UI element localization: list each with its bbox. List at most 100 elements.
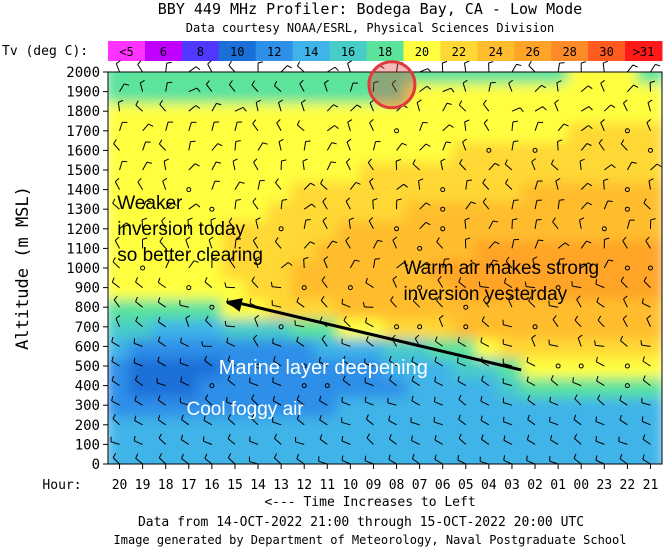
wind-barb-shaft xyxy=(226,401,236,406)
colorbar-tick-label: >31 xyxy=(633,45,655,59)
wind-barb-shaft xyxy=(111,341,120,347)
wind-barb-shaft xyxy=(274,241,282,249)
wind-barb-flag xyxy=(457,376,460,382)
heatmap-cell xyxy=(108,334,134,359)
calm-wind-marker xyxy=(624,187,630,193)
wind-barb-shaft xyxy=(303,241,311,249)
y-tick-label: 400 xyxy=(75,379,100,395)
wind-barb-flag xyxy=(595,416,597,422)
wind-barb-shaft xyxy=(249,461,259,465)
calm-wind-marker xyxy=(394,226,400,232)
heatmap-cell xyxy=(108,275,134,300)
colorbar-swatch xyxy=(255,41,294,61)
heatmap-cell xyxy=(359,452,387,464)
wind-barb-flag xyxy=(531,334,536,339)
wind-barb-shaft xyxy=(142,123,149,132)
annotations: Weaker inversion today so better clearing W… xyxy=(117,60,599,420)
wind-barb-flag xyxy=(254,315,260,319)
wind-barb-shaft xyxy=(226,342,236,347)
wind-barb-shaft xyxy=(296,458,305,465)
wind-barb-shaft xyxy=(459,163,467,171)
wind-barb-shaft xyxy=(396,183,405,191)
wind-barb-shaft xyxy=(119,83,125,92)
wind-barb-shaft xyxy=(297,124,305,132)
heatmap-cell xyxy=(244,99,272,123)
wind-barb-flag xyxy=(228,60,232,66)
heatmap-cell xyxy=(313,217,341,241)
wind-barb-flag xyxy=(446,102,452,105)
heatmap-cell xyxy=(567,295,595,319)
wind-barb-shaft xyxy=(648,180,651,190)
wind-barb-flag xyxy=(494,162,500,167)
heatmap-cell xyxy=(108,72,134,84)
x-tick-label: 19 xyxy=(135,478,151,493)
wind-barb-shaft xyxy=(165,121,169,131)
wind-barb-shaft xyxy=(343,320,351,328)
wind-barb-flag xyxy=(643,276,647,282)
wind-barb-shaft xyxy=(228,221,236,230)
wind-barb-shaft xyxy=(481,379,490,387)
wind-barb-shaft xyxy=(580,143,588,151)
x-tick-label: 08 xyxy=(389,478,405,493)
wind-barb-shaft xyxy=(396,63,399,73)
wind-barb-shaft xyxy=(204,281,213,288)
wind-barb-shaft xyxy=(419,122,424,131)
wind-barb-shaft xyxy=(419,143,427,151)
wind-barb-shaft xyxy=(157,301,166,308)
wind-barb-shaft xyxy=(580,182,588,190)
wind-barb-flag xyxy=(542,106,547,111)
wind-barb-flag xyxy=(134,415,137,421)
heatmap-cell xyxy=(521,452,549,464)
wind-barb-shaft xyxy=(163,161,167,171)
wind-barb-shaft xyxy=(643,202,651,210)
wind-barb-shaft xyxy=(366,437,374,445)
heatmap-cell xyxy=(498,452,526,464)
wind-barb-flag xyxy=(596,376,599,382)
heatmap-cell xyxy=(452,119,480,143)
wind-barb-shaft xyxy=(419,85,428,93)
wind-barb-flag xyxy=(623,99,628,104)
heatmap-cell xyxy=(383,72,411,84)
heatmap-cell xyxy=(567,158,595,182)
wind-barb-flag xyxy=(229,80,233,85)
wind-barb-flag xyxy=(503,277,507,283)
wind-barb-flag xyxy=(389,375,392,381)
x-tick-label: 03 xyxy=(504,478,520,493)
wind-barb-flag xyxy=(114,236,120,241)
wind-barb-shaft xyxy=(159,241,167,249)
heatmap-cell xyxy=(290,275,318,300)
wind-barb-shaft xyxy=(341,440,351,445)
wind-barb-flag xyxy=(434,434,437,441)
wind-barb-shaft xyxy=(643,280,651,288)
wind-barb-shaft xyxy=(320,183,328,190)
heatmap-cell xyxy=(152,354,180,378)
heatmap-cell xyxy=(636,452,662,464)
heatmap-cell xyxy=(359,256,387,280)
wind-barb-flag xyxy=(622,315,628,320)
wind-barb-shaft xyxy=(412,300,420,308)
heatmap-cell xyxy=(475,79,503,104)
wind-barb-flag xyxy=(648,178,654,182)
colorbar-swatch xyxy=(588,41,626,61)
wind-barb-shaft xyxy=(158,321,166,328)
wind-barb-flag xyxy=(282,199,288,201)
wind-barb-shaft xyxy=(188,105,197,112)
heatmap-cell xyxy=(429,138,457,163)
wind-barb-flag xyxy=(159,237,164,242)
x-axis: 20 19 18 17 16 15 14 13 12 11 10 09 08 07 06 05 04 03 02 01… xyxy=(112,464,658,493)
heatmap-cell xyxy=(613,236,641,261)
wind-barb-shaft xyxy=(419,68,429,73)
wind-barb-flag xyxy=(458,414,461,420)
wind-barb-shaft xyxy=(208,239,213,249)
heatmap-cell xyxy=(108,315,134,339)
wind-barb-shaft xyxy=(580,125,589,132)
wind-barb-shaft xyxy=(396,142,403,151)
colorbar-swatch xyxy=(108,41,146,61)
wind-barb-flag xyxy=(600,79,605,84)
calm-wind-marker xyxy=(394,128,400,134)
heatmap-cell xyxy=(429,197,457,221)
wind-barb-flag xyxy=(318,356,321,362)
wind-barb-flag xyxy=(574,315,579,321)
wind-barb-flag xyxy=(224,282,227,288)
calm-wind-marker xyxy=(532,147,538,153)
